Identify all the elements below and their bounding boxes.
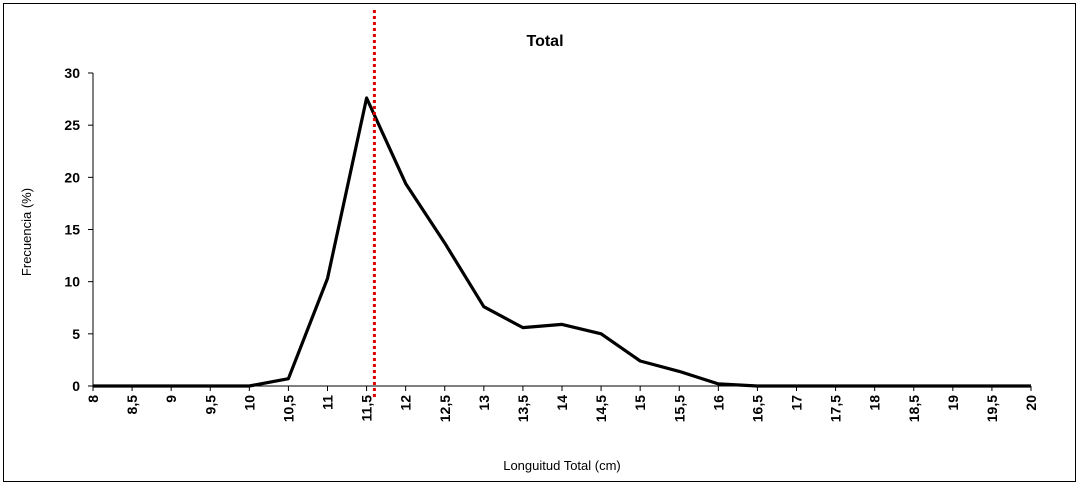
x-tick-label: 9 [163, 395, 179, 403]
x-tick-label: 8,5 [124, 395, 140, 415]
y-axis-title: Frecuencia (%) [19, 188, 34, 276]
y-tick-label: 5 [72, 326, 80, 342]
y-tick-label: 25 [64, 117, 80, 133]
x-tick-label: 17,5 [828, 395, 844, 422]
y-tick-label: 30 [64, 65, 80, 81]
y-tick-label: 20 [64, 169, 80, 185]
x-tick-label: 11 [320, 395, 336, 410]
x-tick-label: 15,5 [671, 395, 687, 422]
x-tick-label: 16,5 [749, 395, 765, 422]
x-axis-ticks: 8 8,5 9 9,5 10 10,5 11 11,5 12 12,5 13 13,5 14 14,5 15… [85, 386, 1039, 422]
x-axis-title: Longuitud Total (cm) [503, 458, 621, 473]
x-tick-label: 15 [632, 395, 648, 411]
x-tick-label: 12 [398, 395, 414, 411]
x-tick-label: 19 [945, 395, 961, 411]
x-tick-label: 16 [710, 395, 726, 411]
y-tick-label: 10 [64, 274, 80, 290]
x-tick-label: 8 [85, 395, 101, 403]
x-tick-label: 14 [554, 395, 570, 411]
y-tick-label: 15 [64, 222, 80, 238]
x-tick-label: 20 [1023, 395, 1039, 411]
x-tick-label: 13 [476, 395, 492, 411]
series-layer [92, 96, 1032, 388]
x-tick-label: 10,5 [280, 395, 296, 422]
y-axis-ticks: 0 5 10 15 20 25 30 [64, 65, 93, 394]
x-tick-label: 12,5 [437, 395, 453, 422]
axes [92, 73, 1031, 387]
x-tick-label: 9,5 [202, 395, 218, 415]
x-tick-label: 14,5 [593, 395, 609, 422]
x-tick-label: 18,5 [906, 395, 922, 422]
x-tick-label: 19,5 [984, 395, 1000, 422]
x-tick-label: 18 [867, 395, 883, 411]
series-line [93, 96, 1031, 388]
x-tick-label: 13,5 [515, 395, 531, 422]
chart-frame [3, 3, 1076, 482]
x-tick-label: 17 [789, 395, 805, 411]
x-tick-label: 10 [241, 395, 257, 411]
y-tick-label: 0 [72, 378, 80, 394]
x-tick-label: 11,5 [359, 395, 375, 422]
chart-title: Total [526, 33, 563, 50]
